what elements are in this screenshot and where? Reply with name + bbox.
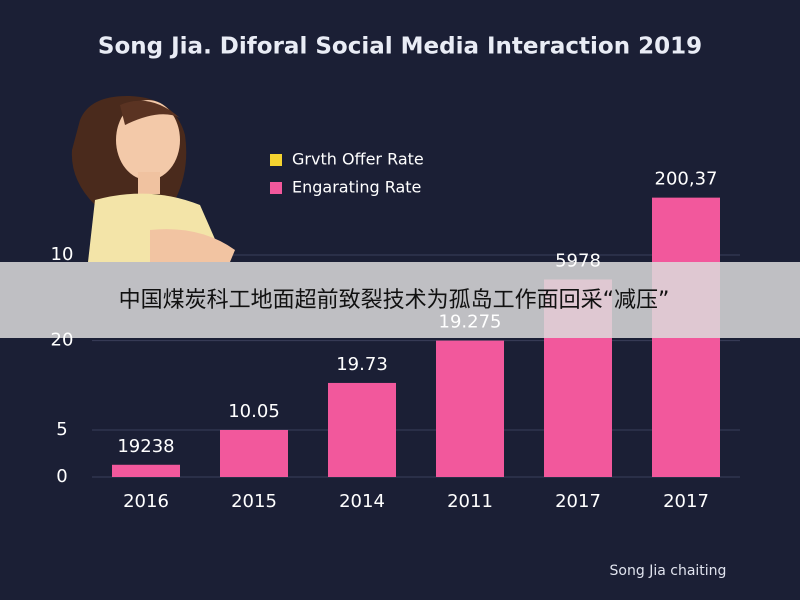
- x-tick-label: 2014: [339, 491, 385, 512]
- legend-label: Engarating Rate: [292, 178, 421, 197]
- banner-text: 中国煤炭科工地面超前致裂技术为孤岛工作面回采“减压”: [119, 288, 670, 313]
- y-tick-label: 0: [56, 466, 67, 487]
- annotation: 19238: [117, 436, 174, 457]
- legend-label: Grvth Offer Rate: [292, 150, 424, 169]
- bar: [436, 340, 504, 477]
- annotation: 10.05: [228, 401, 280, 422]
- annotation: 200,37: [655, 169, 718, 190]
- y-tick-label: 5: [56, 419, 67, 440]
- annotation: 19.275: [439, 312, 502, 333]
- bar: [328, 382, 396, 477]
- x-tick-label: 2015: [231, 491, 277, 512]
- banner: [0, 262, 800, 338]
- portrait: [71, 95, 235, 262]
- annotation: 5978: [555, 250, 601, 271]
- chart-title: Song Jia. Diforal Social Media Interacti…: [98, 34, 702, 60]
- y-tick-label: 20: [51, 330, 74, 351]
- legend-swatch: [270, 182, 282, 194]
- bar: [112, 464, 180, 477]
- x-tick-label: 2016: [123, 491, 169, 512]
- bar: [220, 429, 288, 477]
- source: Song Jia chaiting: [610, 563, 727, 579]
- annotation: 19.73: [336, 354, 388, 375]
- x-tick-label: 2017: [663, 491, 709, 512]
- legend-swatch: [270, 154, 282, 166]
- x-tick-label: 2011: [447, 491, 493, 512]
- x-tick-label: 2017: [555, 491, 601, 512]
- y-tick-label: 10: [51, 244, 74, 265]
